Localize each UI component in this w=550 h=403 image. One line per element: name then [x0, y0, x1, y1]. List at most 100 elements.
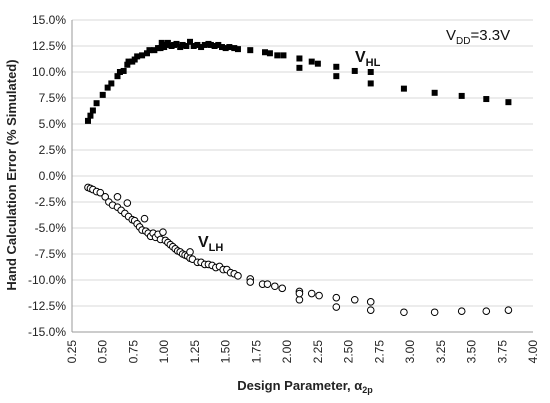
- vhl-data-point: [146, 47, 153, 54]
- x-tick-label: 0.50: [96, 340, 110, 364]
- vhl-data-point: [226, 44, 233, 51]
- x-tick-label: 2.75: [372, 340, 386, 364]
- vlh-data-point: [234, 272, 242, 280]
- x-tick-label: 1.00: [157, 340, 171, 364]
- vhl-data-point: [505, 99, 512, 106]
- vhl-data-point: [143, 50, 150, 57]
- vhl-data-point: [431, 89, 438, 96]
- axes: [71, 20, 533, 333]
- x-tick-label: 1.75: [249, 340, 263, 364]
- y-axis-ticks: -15.0% -12.5% -10.0% -7.5% -5.0% -2.5% 0.0% 2.5…: [28, 13, 66, 339]
- vhl-data-point: [124, 61, 131, 68]
- x-tick-label: 1.25: [188, 340, 202, 364]
- vlh-data-point: [96, 188, 105, 197]
- vhl-data-point: [333, 63, 340, 70]
- y-axis-title: Hand Calculation Error (% Simulated): [4, 59, 19, 290]
- vlh-data-point: [457, 307, 466, 316]
- vhl-data-point: [207, 41, 214, 48]
- vlh-data-point: [307, 289, 316, 298]
- vhl-data-point: [151, 47, 158, 54]
- vlh-data-point: [350, 295, 359, 304]
- vlh-data-point: [430, 308, 439, 317]
- vlh-data-point: [295, 289, 304, 298]
- vhl-data-point: [308, 58, 315, 65]
- vhl-data-point: [87, 112, 94, 119]
- vlh-data-point: [332, 293, 341, 302]
- vhl-data-point: [247, 47, 254, 54]
- x-tick-label: 3.25: [434, 340, 448, 364]
- vlh-data-point: [246, 278, 255, 286]
- vhl-data-point: [99, 91, 106, 98]
- vhl-data-point: [131, 56, 138, 63]
- y-tick-label: 12.5%: [32, 39, 66, 53]
- vhl-data-point: [187, 38, 194, 45]
- vlh-data-point: [315, 291, 323, 300]
- vhl-data-point: [93, 100, 100, 107]
- vhl-data-point: [164, 39, 171, 46]
- vhl-data-point: [173, 40, 180, 47]
- y-tick-label: 7.5%: [39, 91, 67, 105]
- vlh-data-point: [295, 295, 304, 304]
- vlh-data-point: [101, 193, 109, 201]
- vhl-data-point: [198, 44, 205, 51]
- vlh-data-point: [332, 303, 341, 311]
- x-tick-label: 3.50: [465, 340, 479, 364]
- vhl-data-point: [190, 43, 197, 49]
- vhl-data-point: [234, 46, 241, 53]
- vhl-data-point: [333, 73, 340, 80]
- vhl-data-point: [125, 58, 132, 65]
- x-tick-label: 4.00: [526, 340, 540, 364]
- y-tick-label: 15.0%: [32, 13, 66, 27]
- vhl-data-point: [274, 52, 281, 59]
- x-tick-label: 3.00: [403, 340, 417, 364]
- vhl-data-point: [183, 43, 190, 49]
- x-tick-label: 0.25: [65, 340, 79, 364]
- vhl-data-point: [314, 60, 321, 67]
- y-tick-label: -12.5%: [28, 299, 66, 313]
- x-tick-label: 2.00: [280, 340, 294, 364]
- vhl-data-point: [351, 67, 358, 74]
- vlh-data-point: [186, 248, 194, 256]
- x-tick-label: 0.75: [126, 340, 140, 364]
- y-tick-label: -10.0%: [28, 273, 66, 287]
- vhl-data-point: [483, 96, 490, 103]
- vlh-data-point: [123, 199, 132, 207]
- x-axis-title: Design Parameter, α2p: [237, 378, 373, 395]
- vhl-data-point: [222, 45, 229, 52]
- vhl-data-point: [134, 53, 141, 60]
- vhl-data-point: [280, 52, 287, 59]
- vhl-data-point: [104, 84, 111, 91]
- vhl-data-point: [215, 41, 222, 48]
- vhl-data-point: [114, 73, 121, 80]
- vhl-data-point: [157, 45, 164, 52]
- series-label-vhl: VHL: [355, 49, 381, 69]
- vhl-data-point: [108, 80, 115, 87]
- x-tick-label: 1.50: [219, 340, 233, 364]
- vhl-data-point: [262, 49, 269, 56]
- y-tick-label: 0.0%: [39, 169, 67, 183]
- vhl-data-point: [158, 39, 165, 46]
- vhl-data-point: [367, 69, 374, 75]
- vlh-data-point: [366, 298, 375, 306]
- vhl-data-point: [194, 41, 201, 48]
- vlh-data-point: [271, 282, 279, 291]
- vhl-data-point: [367, 80, 374, 87]
- y-tick-label: 5.0%: [39, 117, 67, 131]
- series-vlh: [84, 183, 513, 317]
- y-tick-label: -5.0%: [35, 221, 67, 235]
- vlh-data-point: [140, 214, 149, 223]
- y-tick-label: 10.0%: [32, 65, 66, 79]
- vhl-data-point: [120, 67, 127, 74]
- vlh-data-point: [113, 193, 122, 201]
- vhl-data-point: [296, 64, 303, 71]
- gridlines: [72, 19, 533, 333]
- y-tick-label: -15.0%: [28, 325, 66, 339]
- supply-voltage-annotation: VDD=3.3V: [446, 27, 510, 47]
- vhl-data-point: [400, 85, 407, 92]
- vlh-data-point: [504, 306, 513, 314]
- vhl-data-point: [116, 69, 123, 75]
- vhl-data-point: [296, 55, 303, 62]
- vhl-data-point: [266, 50, 273, 57]
- y-tick-label: 2.5%: [39, 143, 67, 157]
- vhl-data-point: [218, 44, 225, 51]
